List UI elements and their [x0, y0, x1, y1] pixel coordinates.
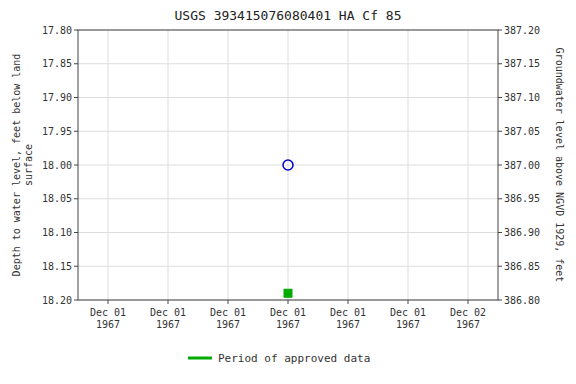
- title: USGS 393415076080401 HA Cf 85: [175, 8, 402, 23]
- tick-label: 17.90: [42, 92, 72, 103]
- tick-label: Dec 011967: [330, 307, 366, 330]
- tick-label-line: 1967: [456, 319, 480, 330]
- tick-label-line: 1967: [216, 319, 240, 330]
- point: [283, 160, 293, 170]
- tick-label: 387.00: [504, 160, 540, 171]
- tick: [74, 300, 78, 301]
- grid-line: [168, 30, 169, 300]
- y2-axis: 386.80 386.85 386.90 386.95 387.00 387.05 387.…: [498, 25, 540, 306]
- tick-label: Dec 011967: [90, 307, 126, 330]
- tick-label: 386.85: [504, 261, 540, 272]
- tick: [74, 198, 78, 199]
- tick-label-line: Dec 01: [390, 307, 426, 318]
- y-axis-label-line: surface: [23, 144, 34, 186]
- tick: [498, 30, 502, 31]
- tick: [498, 165, 502, 166]
- grid-line: [468, 30, 469, 300]
- tick-label: 17.85: [42, 58, 72, 69]
- tick-label: 386.90: [504, 227, 540, 238]
- tick: [498, 266, 502, 267]
- background: [0, 0, 576, 384]
- tick-label-line: Dec 01: [150, 307, 186, 318]
- tick: [498, 131, 502, 132]
- tick-label-line: Dec 01: [90, 307, 126, 318]
- grid-line: [348, 30, 349, 300]
- tick: [228, 300, 229, 304]
- tick: [468, 300, 469, 304]
- point: [284, 289, 292, 297]
- tick: [348, 300, 349, 304]
- tick-label: 17.95: [42, 126, 72, 137]
- tick-label: 17.80: [42, 25, 72, 36]
- tick-label: Dec 011967: [150, 307, 186, 330]
- tick: [498, 63, 502, 64]
- tick-label-line: 1967: [396, 319, 420, 330]
- grid-line: [228, 30, 229, 300]
- tick-label-line: 1967: [156, 319, 180, 330]
- tick-label-line: Dec 02: [450, 307, 486, 318]
- grid-line: [408, 30, 409, 300]
- tick-label: 18.00: [42, 160, 72, 171]
- tick-label: 386.80: [504, 295, 540, 306]
- tick-label-line: 1967: [276, 319, 300, 330]
- tick-label: Dec 021967: [450, 307, 486, 330]
- grid-line: [108, 30, 109, 300]
- tick: [74, 97, 78, 98]
- tick-label: 387.15: [504, 58, 540, 69]
- tick-label: Dec 011967: [210, 307, 246, 330]
- legend: Period of approved data: [188, 352, 370, 365]
- tick: [74, 165, 78, 166]
- grid-line: [288, 30, 289, 300]
- tick: [108, 300, 109, 304]
- tick: [168, 300, 169, 304]
- tick-label: 18.10: [42, 227, 72, 238]
- y-axis: 17.80 17.85 17.90 17.95 18.00 18.05 18.10 18.15…: [42, 25, 78, 306]
- plot-frame: [78, 30, 498, 300]
- tick-label-line: 1967: [336, 319, 360, 330]
- x-axis: Dec 011967Dec 011967Dec 011967Dec 011967…: [90, 300, 486, 330]
- grid: [78, 30, 498, 300]
- tick: [74, 63, 78, 64]
- tick-label: 18.20: [42, 295, 72, 306]
- tick-label: 386.95: [504, 193, 540, 204]
- y-axis-label-line: Depth to water level, feet below land: [11, 54, 22, 277]
- marks: [283, 160, 293, 297]
- tick-label: 18.05: [42, 193, 72, 204]
- tick-label-line: Dec 01: [330, 307, 366, 318]
- tick: [498, 232, 502, 233]
- tick-label-line: Dec 01: [210, 307, 246, 318]
- tick: [498, 300, 502, 301]
- tick: [408, 300, 409, 304]
- tick: [498, 198, 502, 199]
- tick: [498, 97, 502, 98]
- legend-label: Period of approved data: [218, 352, 370, 365]
- tick: [74, 131, 78, 132]
- tick-label: 18.15: [42, 261, 72, 272]
- tick-label: 387.20: [504, 25, 540, 36]
- tick: [74, 30, 78, 31]
- tick-label: 387.10: [504, 92, 540, 103]
- y-axis-label: Depth to water level, feet below landsur…: [11, 54, 34, 277]
- tick-label: Dec 011967: [270, 307, 306, 330]
- chart: 17.80 17.85 17.90 17.95 18.00 18.05 18.10 18.15…: [0, 0, 576, 384]
- tick: [74, 266, 78, 267]
- legend-swatch: [188, 357, 212, 360]
- y2-axis-label: Groundwater level above NGVD 1929, feet: [554, 48, 565, 283]
- tick-label: 387.05: [504, 126, 540, 137]
- tick: [74, 232, 78, 233]
- tick-label-line: Dec 01: [270, 307, 306, 318]
- tick-label-line: 1967: [96, 319, 120, 330]
- tick: [288, 300, 289, 304]
- tick-label: Dec 011967: [390, 307, 426, 330]
